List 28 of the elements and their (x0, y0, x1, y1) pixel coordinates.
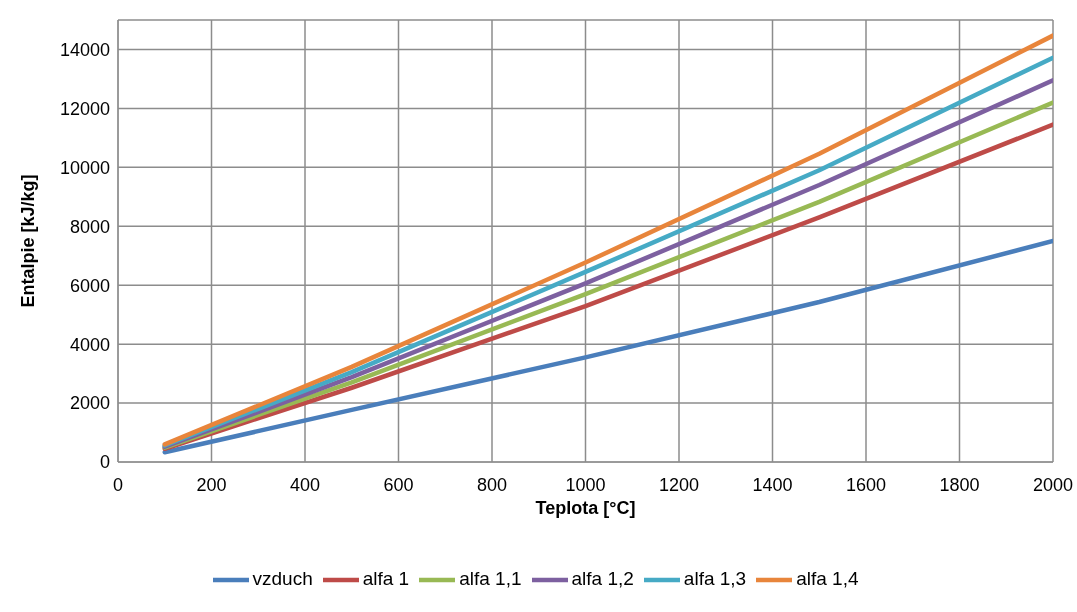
x-tick-label: 1800 (939, 474, 980, 495)
legend-label: alfa 1,3 (683, 568, 747, 590)
y-tick-label: 0 (99, 452, 110, 473)
y-tick-label: 4000 (69, 334, 110, 355)
legend-label: vzduch (252, 568, 313, 590)
y-tick-label: 10000 (59, 157, 110, 178)
x-tick-label: 2000 (1032, 474, 1074, 495)
x-tick-label: 1600 (845, 474, 887, 495)
legend-label: alfa 1,1 (459, 568, 522, 590)
y-tick-label: 2000 (69, 393, 110, 414)
y-tick-label: 14000 (59, 39, 110, 60)
x-tick-label: 200 (196, 474, 227, 495)
x-tick-label: 1200 (658, 474, 700, 495)
legend-label: alfa 1,2 (571, 568, 634, 590)
y-tick-label: 8000 (69, 216, 110, 237)
x-tick-label: 1400 (752, 474, 793, 495)
y-tick-label: 6000 (69, 275, 110, 296)
line-series (162, 238, 1053, 455)
x-tick-label: 400 (289, 474, 321, 495)
x-tick-label: 800 (476, 474, 508, 495)
x-tick-label: 0 (112, 474, 124, 495)
y-axis-title: Entalpie [kJ/kg] (18, 174, 39, 308)
x-tick-label: 1000 (565, 474, 606, 495)
y-tick-label: 12000 (59, 98, 110, 119)
legend-label: alfa 1 (362, 568, 410, 590)
x-tick-label: 600 (383, 474, 414, 495)
legend-label: alfa 1,4 (796, 568, 859, 590)
x-axis-title: Teplota [°C] (535, 498, 636, 518)
